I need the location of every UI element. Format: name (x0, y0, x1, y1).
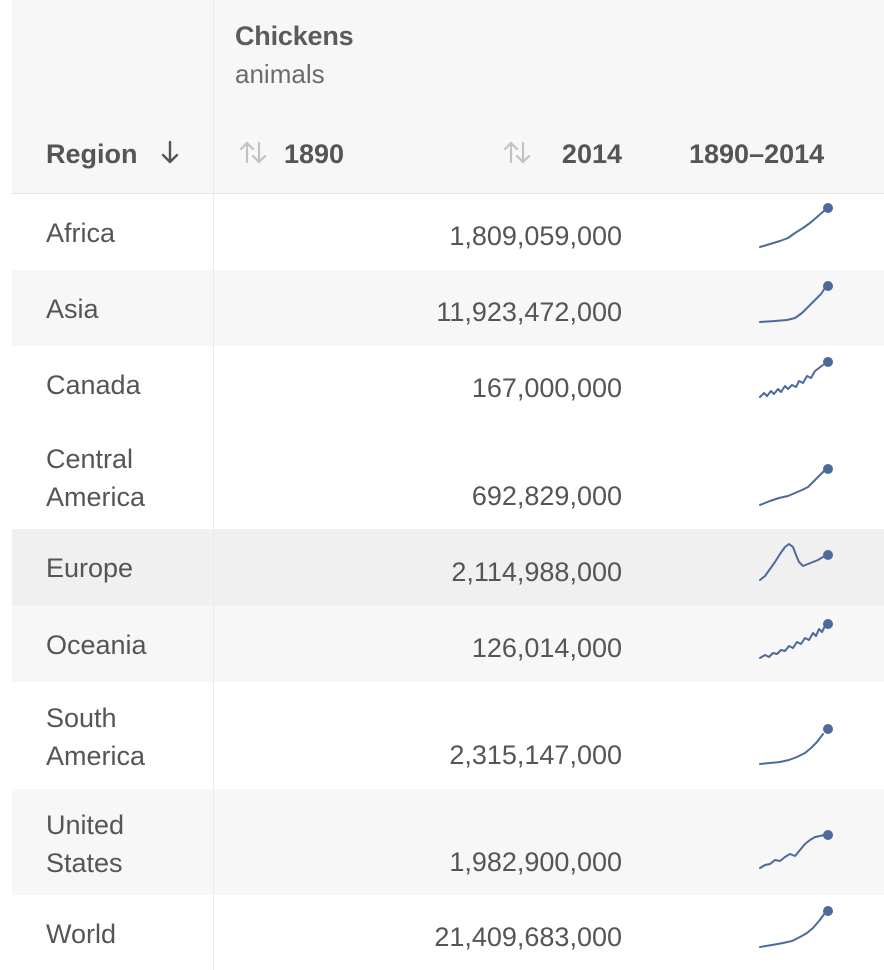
sparkline (759, 543, 833, 581)
region-cell: Africa (12, 194, 214, 270)
sparkline (759, 619, 833, 659)
data-table: Chickens animals Region 1890 2014 1890–2… (12, 0, 884, 970)
value-2014-cell: 2,315,147,000 (414, 682, 622, 789)
region-name: Canada (46, 370, 141, 400)
region-name: Africa (46, 218, 116, 248)
value-1890-cell (214, 194, 414, 270)
value-1890-cell (214, 346, 414, 423)
region-name: Asia (46, 294, 99, 324)
value-2014: 167,000,000 (471, 373, 622, 403)
sparkline (759, 357, 833, 398)
region-name: World (46, 919, 117, 949)
sparkline (759, 830, 833, 869)
table-row[interactable]: United States 1,982,900,000 (12, 789, 884, 896)
header-empty-cell (12, 0, 214, 113)
region-cell: Oceania (12, 606, 214, 682)
table-row[interactable]: Africa 1,809,059,000 (12, 194, 884, 271)
region-cell: Canada (12, 346, 214, 423)
value-2014-cell: 126,014,000 (414, 606, 622, 682)
year-start-label: 1890 (284, 139, 345, 169)
value-1890-cell (214, 606, 414, 682)
value-2014-cell: 2,114,988,000 (414, 529, 622, 606)
range-label: 1890–2014 (689, 139, 825, 169)
region-name: Oceania (46, 630, 147, 660)
sparkline (759, 906, 833, 948)
region-name: Central America (46, 444, 146, 512)
metric-title: Chickens (235, 21, 354, 51)
value-2014-cell: 21,409,683,000 (414, 895, 622, 970)
year-end-column-header[interactable]: 2014 (414, 113, 622, 193)
sparkline-cell (622, 682, 884, 789)
sparkline (759, 464, 833, 506)
value-1890-cell (214, 789, 414, 895)
value-1890-cell (214, 895, 414, 970)
sparkline-cell (622, 346, 884, 423)
region-column-label: Region (46, 139, 138, 169)
value-2014: 2,114,988,000 (451, 557, 622, 587)
value-2014-cell: 692,829,000 (414, 423, 622, 529)
value-2014: 126,014,000 (471, 633, 622, 663)
table-row[interactable]: Canada 167,000,000 (12, 346, 884, 424)
year-start-column-header[interactable]: 1890 (214, 113, 414, 193)
year-end-label: 2014 (561, 139, 622, 169)
region-cell: Central America (12, 423, 214, 529)
region-column-header[interactable]: Region (12, 113, 214, 193)
table-row[interactable]: South America 2,315,147,000 (12, 682, 884, 790)
sparkline-cell (622, 789, 884, 895)
sparkline (759, 281, 833, 323)
value-2014-cell: 11,923,472,000 (414, 270, 622, 346)
table-row[interactable]: Europe 2,114,988,000 (12, 529, 884, 607)
region-name: South America (46, 703, 146, 771)
value-2014: 1,982,900,000 (449, 847, 622, 877)
region-name: Europe (46, 553, 134, 583)
table-row[interactable]: Asia 11,923,472,000 (12, 270, 884, 347)
value-2014: 11,923,472,000 (436, 297, 622, 327)
region-cell: South America (12, 682, 214, 789)
value-2014: 2,315,147,000 (449, 740, 622, 770)
region-name: United States (46, 810, 125, 878)
arrow-down-icon[interactable] (152, 135, 188, 171)
sparkline-cell (622, 529, 884, 606)
value-1890-cell (214, 529, 414, 606)
sparkline-cell (622, 194, 884, 270)
table-header-metric-row: Chickens animals (12, 0, 884, 113)
range-column-header: 1890–2014 (622, 113, 884, 193)
sparkline-cell (622, 423, 884, 529)
sparkline (759, 724, 833, 765)
table-header-columns-row: Region 1890 2014 1890–2014 (12, 113, 884, 194)
region-cell: Europe (12, 529, 214, 606)
region-cell: Asia (12, 270, 214, 346)
value-2014: 1,809,059,000 (449, 221, 622, 251)
sort-updown-icon[interactable] (499, 135, 535, 171)
region-cell: United States (12, 789, 214, 895)
table-row[interactable]: World 21,409,683,000 (12, 895, 884, 970)
sparkline-cell (622, 606, 884, 682)
sort-updown-icon[interactable] (235, 135, 271, 171)
value-2014: 21,409,683,000 (434, 922, 622, 952)
value-2014: 692,829,000 (471, 481, 622, 511)
value-2014-cell: 1,982,900,000 (414, 789, 622, 895)
region-cell: World (12, 895, 214, 970)
sparkline-cell (622, 270, 884, 346)
sparkline (759, 203, 833, 248)
metric-header-cell: Chickens animals (214, 0, 884, 113)
metric-unit: animals (235, 59, 325, 89)
value-1890-cell (214, 423, 414, 529)
value-1890-cell (214, 682, 414, 789)
value-2014-cell: 167,000,000 (414, 346, 622, 423)
sparkline-cell (622, 895, 884, 970)
table-row[interactable]: Oceania 126,014,000 (12, 606, 884, 683)
value-2014-cell: 1,809,059,000 (414, 194, 622, 270)
table-row[interactable]: Central America 692,829,000 (12, 423, 884, 530)
value-1890-cell (214, 270, 414, 346)
